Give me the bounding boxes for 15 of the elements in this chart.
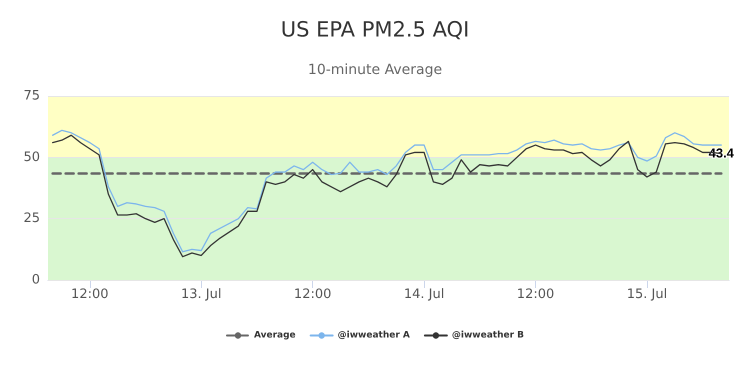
y-tick-label: 25 <box>23 211 40 226</box>
chart-subtitle: 10-minute Average <box>308 62 442 78</box>
legend-label: @iwweather B <box>452 330 524 340</box>
y-tick-label: 75 <box>23 88 40 104</box>
legend-label: @iwweather A <box>338 330 410 340</box>
legend-label: Average <box>254 330 296 340</box>
x-tick-label: 14. Jul <box>404 287 444 302</box>
x-tick-label: 12:00 <box>294 287 332 302</box>
y-tick-label: 0 <box>32 272 40 288</box>
y-tick-label: 50 <box>23 150 40 165</box>
chart-title: US EPA PM2.5 AQI <box>280 18 470 42</box>
x-tick-label: 12:00 <box>71 287 109 302</box>
x-tick-label: 12:00 <box>516 287 554 302</box>
x-tick-label: 15. Jul <box>626 287 668 302</box>
x-tick-label: 13. Jul <box>180 287 222 302</box>
